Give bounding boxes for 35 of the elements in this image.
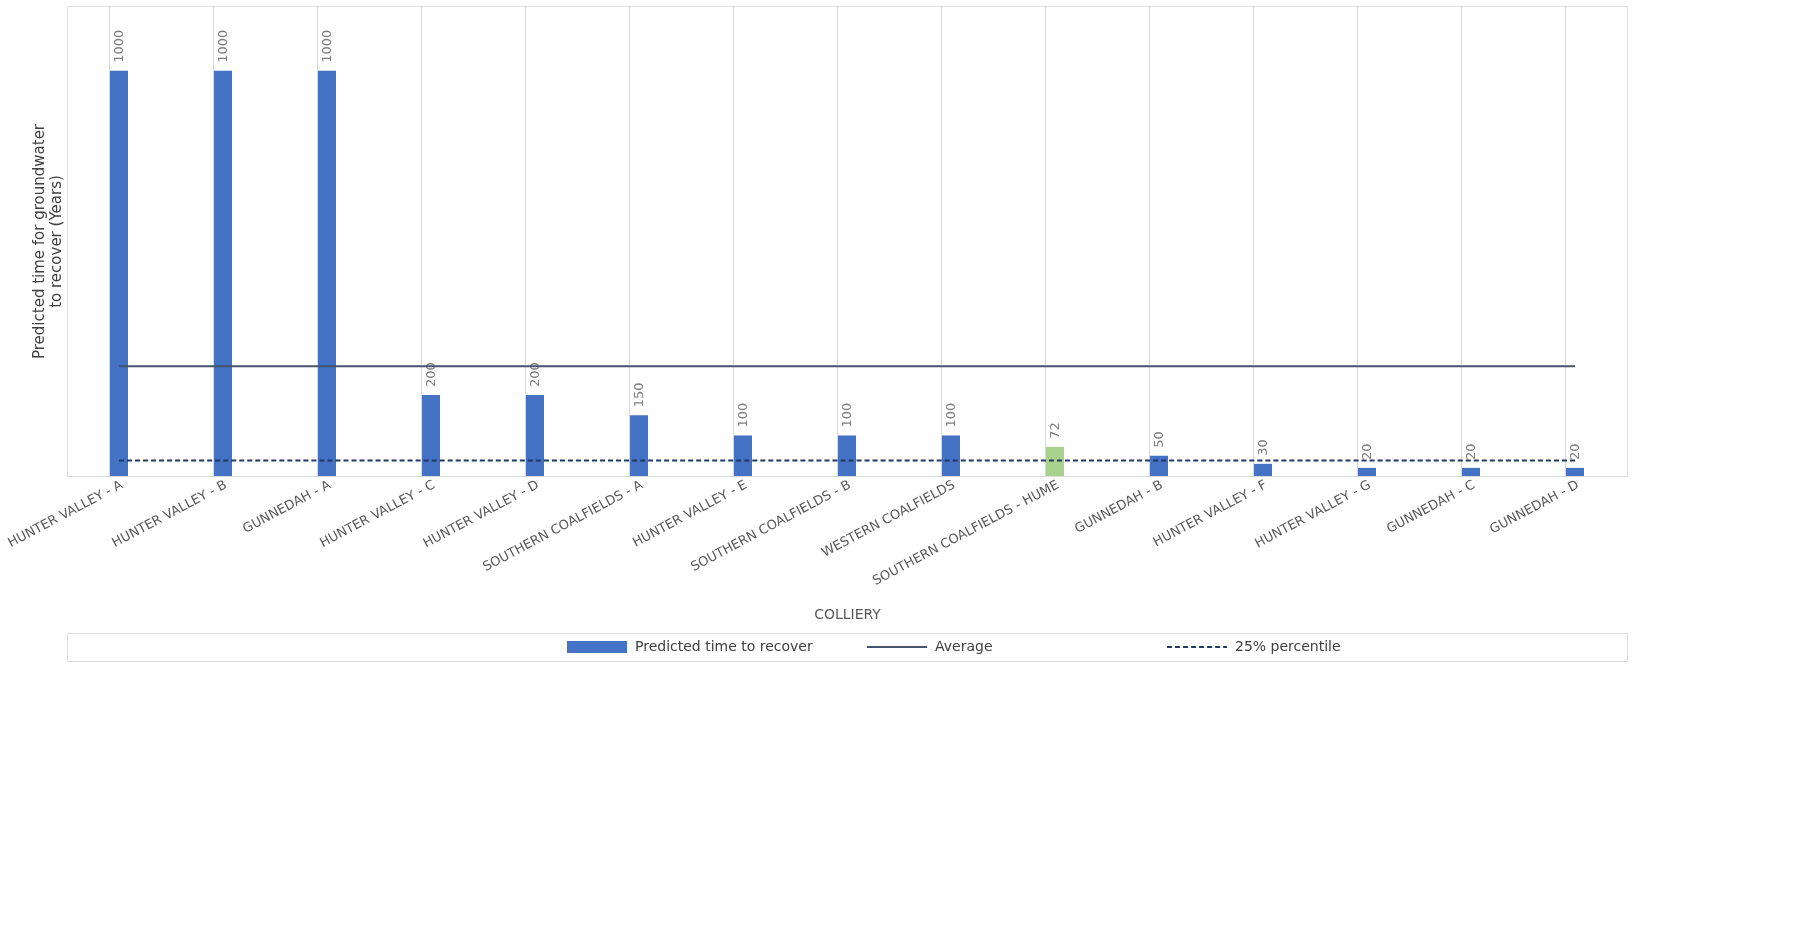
data-label: 20: [1567, 443, 1582, 460]
data-label: 200: [423, 362, 438, 387]
data-label: 100: [943, 402, 958, 428]
data-label: 100: [735, 402, 750, 428]
bar: [1566, 467, 1584, 476]
bar: [734, 435, 752, 476]
bar: [1358, 467, 1376, 476]
data-label: 30: [1255, 439, 1270, 456]
bar: [422, 394, 440, 476]
data-label: 1000: [111, 29, 126, 63]
data-label: 20: [1359, 443, 1374, 460]
legend-label: Predicted time to recover: [635, 638, 813, 654]
bar: [318, 70, 336, 476]
bar: [942, 435, 960, 476]
data-label: 1000: [215, 29, 230, 63]
bar: [838, 435, 856, 476]
y-axis-title: Predicted time for groundwater to recover (Years): [29, 123, 65, 360]
data-label: 72: [1047, 422, 1062, 439]
data-label: 1000: [319, 29, 334, 63]
data-label: 20: [1463, 443, 1478, 460]
legend-label: Average: [935, 638, 993, 654]
bar: [1046, 446, 1064, 476]
data-label: 200: [527, 362, 542, 387]
bar: [1462, 467, 1480, 476]
data-label: 100: [839, 402, 854, 428]
bar: [110, 70, 128, 476]
legend-label: 25% percentile: [1235, 638, 1341, 654]
bar: [1254, 463, 1272, 476]
data-label: 150: [631, 382, 646, 408]
bar: [214, 70, 232, 476]
data-label: 50: [1151, 431, 1166, 448]
bar: [526, 394, 544, 476]
bar: [630, 415, 648, 476]
bar: [1150, 455, 1168, 476]
x-axis-title: COLLIERY: [814, 605, 882, 622]
